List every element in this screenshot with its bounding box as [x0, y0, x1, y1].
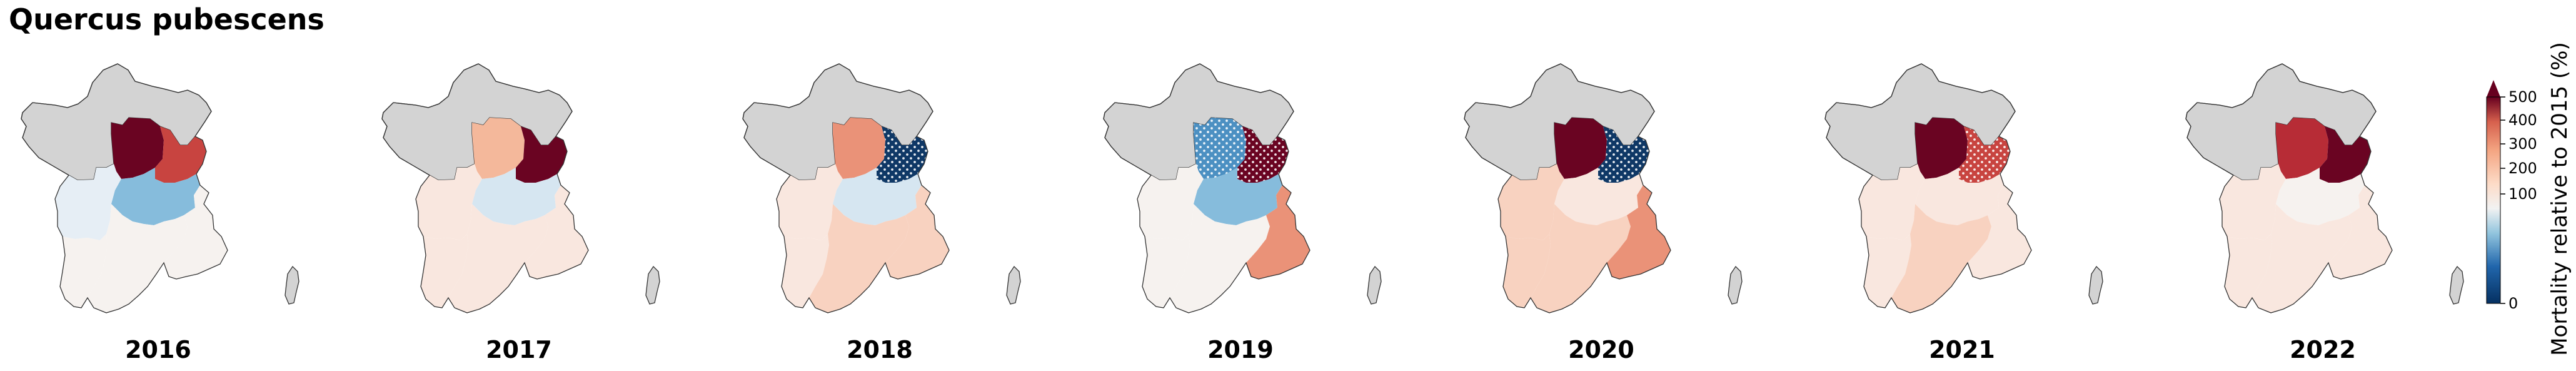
- region-centre-2022: [2276, 168, 2365, 225]
- region-centre-2016: [111, 168, 200, 225]
- hatch-east-2019: [1236, 126, 1289, 183]
- map-panel-2017: [381, 63, 660, 313]
- region-centre-2017: [472, 168, 561, 225]
- figure-title: Quercus pubescens: [9, 3, 325, 36]
- year-label-2016: 2016: [125, 336, 191, 363]
- map-panel-2019: [1103, 63, 1382, 313]
- corsica-2020: [1728, 265, 1743, 305]
- region-westcentre-2016: [55, 164, 121, 240]
- region-southeast-2018: [885, 185, 949, 279]
- map-panel-2016: [21, 63, 299, 313]
- region-east-2022: [2318, 126, 2371, 183]
- corsica-2021: [2088, 265, 2103, 305]
- region-westcentre-2020: [1498, 164, 1564, 240]
- region-southeast-2016: [164, 185, 228, 279]
- year-label-2019: 2019: [1207, 336, 1274, 363]
- region-centre-2020: [1554, 168, 1643, 225]
- region-southwest-2018: [782, 234, 829, 308]
- region-southwest-2020: [1503, 234, 1551, 308]
- region-east-2016: [154, 126, 206, 183]
- region-south-2021: [1891, 204, 1991, 313]
- region-idf-2020: [1554, 118, 1607, 179]
- france-outline-2017: [381, 63, 589, 313]
- year-label-2020: 2020: [1568, 336, 1634, 363]
- colorbar-gradient: [2486, 96, 2501, 304]
- map-panel-2018: [742, 63, 1021, 313]
- colorbar-tick-label: 300: [2508, 135, 2537, 153]
- map-panel-2022: [2185, 63, 2464, 313]
- region-south-2022: [2252, 204, 2352, 313]
- colorbar-tick-label: 500: [2508, 88, 2537, 106]
- region-idf-2018: [833, 118, 885, 179]
- region-idf-2021: [1915, 118, 1968, 179]
- map-panel-2021: [1824, 63, 2103, 313]
- colorbar-tick-label: 0: [2508, 295, 2518, 312]
- year-label-2021: 2021: [1929, 336, 1995, 363]
- corsica-2016: [284, 265, 299, 305]
- colorbar-extend-arrow: [2487, 80, 2500, 97]
- region-idf-2017: [472, 118, 525, 179]
- hatch-east-2021: [1958, 126, 2010, 183]
- france-outline-2016: [21, 63, 228, 313]
- year-label-2022: 2022: [2290, 336, 2356, 363]
- region-westcentre-2018: [777, 164, 843, 240]
- colorbar-label: Mortality relative to 2015 (%): [2547, 42, 2572, 356]
- region-southeast-2017: [525, 185, 588, 279]
- corsica-2017: [645, 265, 660, 305]
- france-outline-2018: [742, 63, 950, 313]
- corsica-2019: [1367, 265, 1382, 305]
- france-outline-2021: [1824, 63, 2032, 313]
- region-centre-2019: [1194, 168, 1282, 225]
- region-south-2019: [1170, 204, 1270, 313]
- region-westcentre-2019: [1137, 164, 1204, 240]
- year-label-2018: 2018: [847, 336, 913, 363]
- region-southwest-2022: [2225, 234, 2272, 308]
- france-outline-2019: [1103, 63, 1311, 313]
- region-westcentre-2017: [416, 164, 482, 240]
- corsica-2018: [1006, 265, 1021, 305]
- region-east-2017: [515, 126, 567, 183]
- region-south-2017: [448, 204, 548, 313]
- region-westcentre-2022: [2220, 164, 2286, 240]
- colorbar-tick-label: 100: [2508, 185, 2537, 203]
- region-southeast-2021: [1968, 185, 2031, 279]
- corsica-2022: [2449, 265, 2464, 305]
- region-southeast-2020: [1607, 185, 1671, 279]
- colorbar: 500 400 300 200 100 0 Mortality relative to 2…: [2486, 42, 2572, 356]
- region-southeast-2019: [1246, 185, 1310, 279]
- map-panel-2020: [1464, 63, 1743, 313]
- hatch-idf-2019: [1194, 118, 1246, 179]
- region-southwest-2019: [1142, 234, 1190, 308]
- region-idf-2022: [2276, 118, 2328, 179]
- france-outline-2022: [2185, 63, 2393, 313]
- region-westcentre-2021: [1859, 164, 1925, 240]
- region-southwest-2017: [421, 234, 468, 308]
- hatch-east-2020: [1597, 126, 1649, 183]
- region-southwest-2016: [60, 234, 108, 308]
- hatch-east-2018: [875, 126, 928, 183]
- year-label-2017: 2017: [486, 336, 552, 363]
- region-southwest-2021: [1864, 234, 1911, 308]
- region-centre-2021: [1915, 168, 2004, 225]
- colorbar-tick-label: 200: [2508, 160, 2537, 177]
- region-centre-2018: [833, 168, 922, 225]
- region-southeast-2022: [2328, 185, 2392, 279]
- region-south-2018: [809, 204, 909, 313]
- colorbar-tick-label: 400: [2508, 111, 2537, 129]
- france-outline-2020: [1464, 63, 1671, 313]
- region-south-2020: [1531, 204, 1631, 313]
- region-idf-2016: [111, 118, 164, 179]
- region-south-2016: [88, 204, 188, 313]
